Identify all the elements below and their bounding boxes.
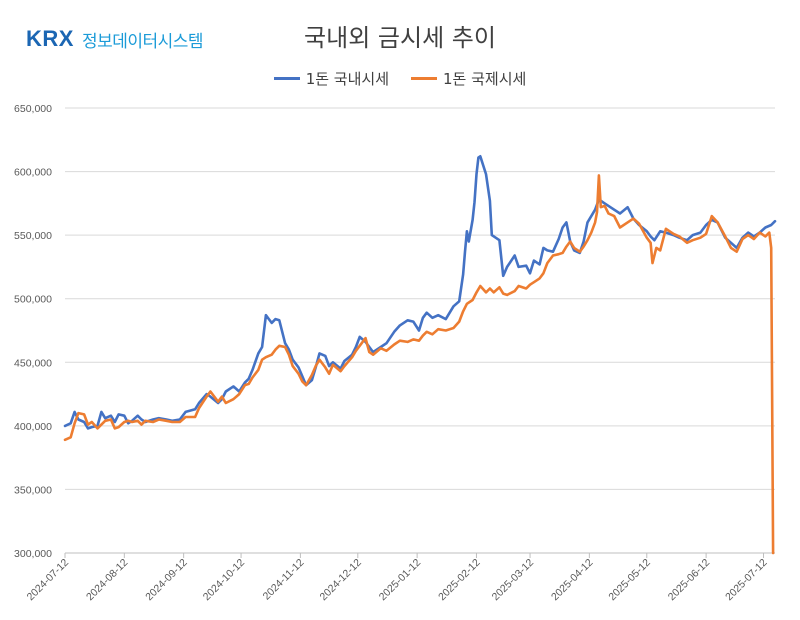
x-tick-label: 2025-06-12 <box>666 557 713 604</box>
y-tick-label: 500,000 <box>14 294 52 306</box>
x-tick-label: 2024-10-12 <box>201 557 248 604</box>
legend-swatch-international <box>411 77 437 80</box>
x-tick-label: 2025-03-12 <box>490 557 537 604</box>
x-tick-label: 2024-08-12 <box>84 557 131 604</box>
y-tick-label: 600,000 <box>14 167 52 179</box>
y-tick-label: 650,000 <box>14 103 52 115</box>
legend-label-international: 1돈 국제시세 <box>443 70 527 88</box>
series-line-domestic <box>63 155 777 430</box>
series-line-international <box>63 174 775 555</box>
x-tick-label: 2025-07-12 <box>723 557 770 604</box>
legend-swatch-domestic <box>273 77 300 80</box>
krx-logo-mark: KRX <box>26 26 74 51</box>
x-tick-label: 2024-12-12 <box>317 557 364 604</box>
krx-logo: KRX 정보데이터시스템 <box>26 24 204 54</box>
legend-item-international: 1돈 국제시세 <box>411 68 526 89</box>
krx-logo-text: 정보데이터시스템 <box>81 31 204 52</box>
x-tick-label: 2025-05-12 <box>606 557 653 604</box>
x-tick-label: 2025-04-12 <box>549 557 596 604</box>
y-tick-label: 550,000 <box>14 230 52 242</box>
y-tick-label: 450,000 <box>14 357 52 369</box>
chart-legend: 1돈 국내시세 1돈 국제시세 <box>0 68 800 89</box>
x-tick-label: 2024-09-12 <box>143 557 190 604</box>
legend-label-domestic: 1돈 국내시세 <box>305 70 389 88</box>
y-tick-label: 350,000 <box>14 484 52 496</box>
y-tick-label: 400,000 <box>14 421 52 433</box>
legend-item-domestic: 1돈 국내시세 <box>273 68 389 89</box>
chart-title: 국내외 금시세 추이 <box>304 24 496 52</box>
y-tick-label: 300,000 <box>14 548 52 560</box>
x-tick-label: 2024-07-12 <box>25 557 72 604</box>
x-tick-label: 2025-01-12 <box>377 557 424 604</box>
x-tick-label: 2024-11-12 <box>261 557 307 603</box>
x-tick-label: 2025-02-12 <box>436 557 483 604</box>
